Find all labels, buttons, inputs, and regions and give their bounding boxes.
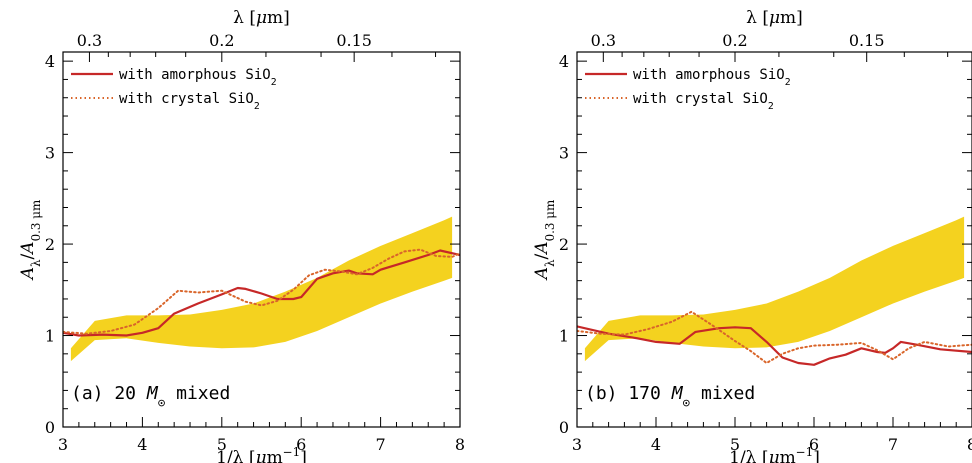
y-axis-label: Aλ/A0.3 μm	[532, 200, 557, 282]
x-tick-label: 3	[572, 435, 582, 454]
panel-b: 3 4 5 6 7 8 0 1 2 3 4 0.3 0.2 0.15 1/λ [μm−1] λ [μm] Aλ/…	[532, 8, 972, 463]
y-tick-label: 3	[45, 144, 55, 163]
axes-frame	[62, 51, 461, 428]
x-tick-label: 8	[967, 435, 972, 454]
x-tick-label: 4	[137, 435, 147, 454]
x-tick-label: 7	[888, 435, 898, 454]
top-tick-label: 0.3	[591, 31, 616, 50]
x-tick-label: 5	[217, 435, 227, 454]
x-tick-label: 7	[376, 435, 386, 454]
y-tick-label: 0	[45, 418, 55, 437]
plot-area	[577, 216, 972, 366]
top-tick-label: 0.2	[209, 31, 234, 50]
x-tick-label: 5	[730, 435, 740, 454]
x-tick-label: 4	[651, 435, 661, 454]
legend-amorphous-label: with amorphous SiO2	[119, 67, 277, 88]
x-tick-label: 8	[455, 435, 465, 454]
y-tick-label: 3	[559, 144, 569, 163]
observed-band	[584, 216, 965, 362]
axes-frame	[576, 51, 972, 428]
top-tick-label: 0.15	[336, 31, 372, 50]
panel-label: (b) 170 M⊙ mixed	[585, 383, 755, 410]
y-tick-label: 4	[559, 52, 569, 71]
top-axis-label: λ [μm]	[746, 8, 803, 28]
y-tick-label: 0	[559, 418, 569, 437]
y-tick-label: 1	[45, 327, 55, 346]
panel-a: 3 4 5 6 7 8 0 1 2 3 4 0.3 0.2 0.15 1/λ [μm−1] λ [μm] Aλ/…	[18, 8, 465, 463]
series-amorphous-line	[63, 249, 460, 337]
top-tick-label: 0.15	[849, 31, 885, 50]
plot-area	[63, 216, 460, 362]
x-tick-label: 6	[296, 435, 306, 454]
top-tick-label: 0.3	[77, 31, 102, 50]
observed-band	[70, 216, 453, 362]
x-axis-label: 1/λ [μm−1]	[216, 445, 307, 463]
panel-label: (a) 20 M⊙ mixed	[71, 383, 230, 410]
legend-crystal-label: with crystal SiO2	[119, 91, 260, 112]
legend-amorphous-label: with amorphous SiO2	[633, 67, 791, 88]
series-amorphous-line	[577, 325, 972, 366]
y-tick-label: 2	[45, 235, 55, 254]
top-tick-label: 0.2	[722, 31, 747, 50]
x-tick-label: 3	[58, 435, 68, 454]
x-tick-label: 6	[809, 435, 819, 454]
y-axis-label: Aλ/A0.3 μm	[18, 200, 43, 282]
y-tick-label: 4	[45, 52, 55, 71]
top-axis-label: λ [μm]	[233, 8, 290, 28]
series-crystal-line	[63, 248, 460, 335]
series-crystal-line	[577, 310, 972, 364]
legend-crystal-label: with crystal SiO2	[633, 91, 774, 112]
y-tick-label: 2	[559, 235, 569, 254]
x-axis-label: 1/λ [μm−1]	[729, 445, 820, 463]
y-tick-label: 1	[559, 327, 569, 346]
